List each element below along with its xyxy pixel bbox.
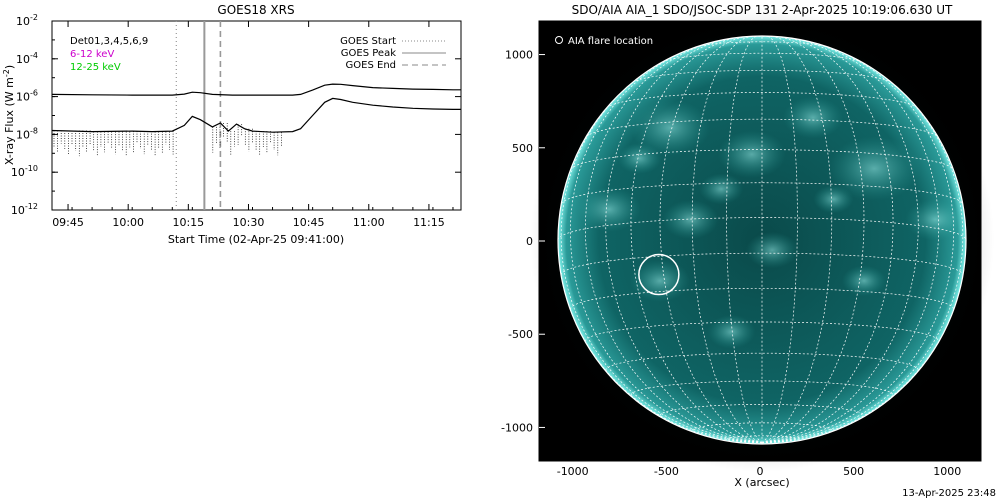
goes-flux-series bbox=[52, 83, 461, 157]
goes-xlabel: Start Time (02-Apr-25 09:41:00) bbox=[168, 233, 344, 246]
goes-ytick-label: 10-12 bbox=[11, 202, 38, 217]
grid-latitude-line bbox=[606, 92, 918, 109]
goes-detector-legend-item: 6-12 keV bbox=[70, 49, 114, 60]
active-region bbox=[707, 315, 756, 349]
active-region bbox=[699, 173, 744, 205]
active-region bbox=[842, 265, 886, 297]
goes-event-legend-item: GOES End bbox=[346, 60, 396, 71]
flare-location-marker bbox=[638, 253, 680, 296]
active-region bbox=[577, 187, 641, 232]
grid-longitude-line bbox=[659, 36, 763, 444]
grid-longitude-line bbox=[761, 38, 919, 444]
goes-ylabel: X-ray Flux (W m-2) bbox=[2, 65, 16, 165]
aia-xtick-label: 1000 bbox=[933, 465, 961, 478]
aia-xtick-label: -1000 bbox=[557, 465, 589, 478]
aia-image-panel: SDO/AIA AIA_1 SDO/JSOC-SDP 131 2-Apr-202… bbox=[501, 3, 994, 489]
goes-ytick-label: 10-2 bbox=[16, 13, 38, 28]
grid-longitude-line bbox=[584, 40, 763, 444]
goes-ytick-label: 10-4 bbox=[16, 51, 38, 66]
goes-x-axis: 09:45 10:00 10:15 10:30 10:45 11:00 11:15 bbox=[51, 21, 454, 229]
active-region bbox=[630, 99, 711, 156]
aia-xtick-label: 500 bbox=[843, 465, 864, 478]
active-region bbox=[630, 259, 690, 302]
active-region bbox=[717, 130, 786, 179]
grid-longitude-line bbox=[761, 40, 940, 444]
aia-ytick-label: -500 bbox=[508, 328, 533, 341]
grid-latitude-line bbox=[726, 435, 798, 440]
grid-longitude-line bbox=[761, 36, 865, 444]
aia-ytick-label: 500 bbox=[512, 142, 533, 155]
goes-detector-legend: Det01,3,4,5,6,9 6-12 keV 12-25 keV bbox=[70, 36, 148, 73]
grid-longitude-line bbox=[558, 239, 763, 444]
svg-text:X-ray Flux (W m-2): X-ray Flux (W m-2) bbox=[2, 65, 16, 165]
grid-longitude-line bbox=[630, 36, 763, 444]
goes-ytick-label: 10-10 bbox=[11, 164, 38, 179]
aia-ytick-label: 1000 bbox=[505, 49, 533, 62]
grid-latitude-line bbox=[632, 69, 892, 83]
aia-ytick-label: 0 bbox=[526, 235, 533, 248]
grid-longitude-line bbox=[761, 36, 894, 444]
grid-longitude-line bbox=[605, 38, 763, 444]
active-region bbox=[783, 96, 843, 139]
grid-longitude-line bbox=[560, 67, 763, 444]
aia-xtick-label: 0 bbox=[757, 465, 764, 478]
goes-xtick-label: 10:30 bbox=[233, 216, 265, 229]
grid-latitude-line bbox=[659, 404, 865, 416]
grid-longitude-line bbox=[691, 36, 763, 444]
grid-latitude-line bbox=[561, 182, 963, 204]
goes-xtick-label: 11:15 bbox=[413, 216, 445, 229]
aia-xtick-label: -500 bbox=[654, 465, 679, 478]
goes-ytick-label: 10-8 bbox=[16, 126, 38, 141]
grid-longitude-line bbox=[761, 67, 964, 444]
aia-ytick-label: -1000 bbox=[501, 421, 533, 434]
plot-timestamp: 13-Apr-2025 23:48 bbox=[902, 488, 996, 499]
goes-short-channel-noise bbox=[53, 123, 282, 157]
goes-xtick-label: 11:00 bbox=[353, 216, 385, 229]
grid-longitude-line bbox=[761, 36, 833, 444]
goes-xrs-panel: GOES18 XRS 10-2 10-4 10-6 10-8 10-10 10-12 09… bbox=[2, 3, 462, 246]
goes-detector-legend-item: Det01,3,4,5,6,9 bbox=[70, 36, 148, 47]
active-region bbox=[813, 185, 854, 214]
solar-limb bbox=[557, 35, 967, 445]
goes-series-short bbox=[52, 97, 461, 133]
goes-xtick-label: 09:45 bbox=[52, 216, 84, 229]
active-region bbox=[662, 200, 719, 240]
aia-x-axis: -1000 -500 0 500 1000 bbox=[557, 455, 961, 478]
aia-y-axis: 1000 500 0 -500 -1000 bbox=[501, 49, 545, 434]
goes-detector-legend-item: 12-25 keV bbox=[70, 62, 121, 73]
goes-event-legend-item: GOES Start bbox=[340, 36, 396, 47]
aia-xlabel: X (arcsec) bbox=[734, 476, 789, 489]
goes-xtick-label: 10:00 bbox=[112, 216, 144, 229]
heliographic-grid bbox=[558, 36, 966, 444]
grid-latitude-line bbox=[570, 149, 954, 170]
grid-longitude-line bbox=[761, 44, 955, 444]
goes-ytick-label: 10-6 bbox=[16, 89, 38, 104]
grid-longitude-line bbox=[761, 239, 966, 444]
grid-latitude-line bbox=[586, 118, 938, 137]
active-regions bbox=[577, 96, 966, 349]
active-region bbox=[746, 232, 799, 269]
goes-xtick-label: 10:45 bbox=[293, 216, 325, 229]
active-region bbox=[617, 143, 662, 174]
flare-legend-label: AIA flare location bbox=[568, 36, 653, 47]
grid-longitude-line bbox=[569, 44, 763, 444]
goes-event-markers bbox=[175, 21, 222, 210]
goes-event-legend-item: GOES Peak bbox=[341, 48, 396, 59]
goes-y-axis: 10-2 10-4 10-6 10-8 10-10 10-12 bbox=[11, 13, 461, 217]
goes-xtick-label: 10:15 bbox=[172, 216, 204, 229]
grid-latitude-line bbox=[584, 321, 940, 342]
goes-series-long bbox=[52, 83, 461, 96]
goes-title: GOES18 XRS bbox=[217, 3, 294, 17]
active-region bbox=[905, 198, 966, 241]
flare-legend-symbol bbox=[555, 36, 563, 44]
